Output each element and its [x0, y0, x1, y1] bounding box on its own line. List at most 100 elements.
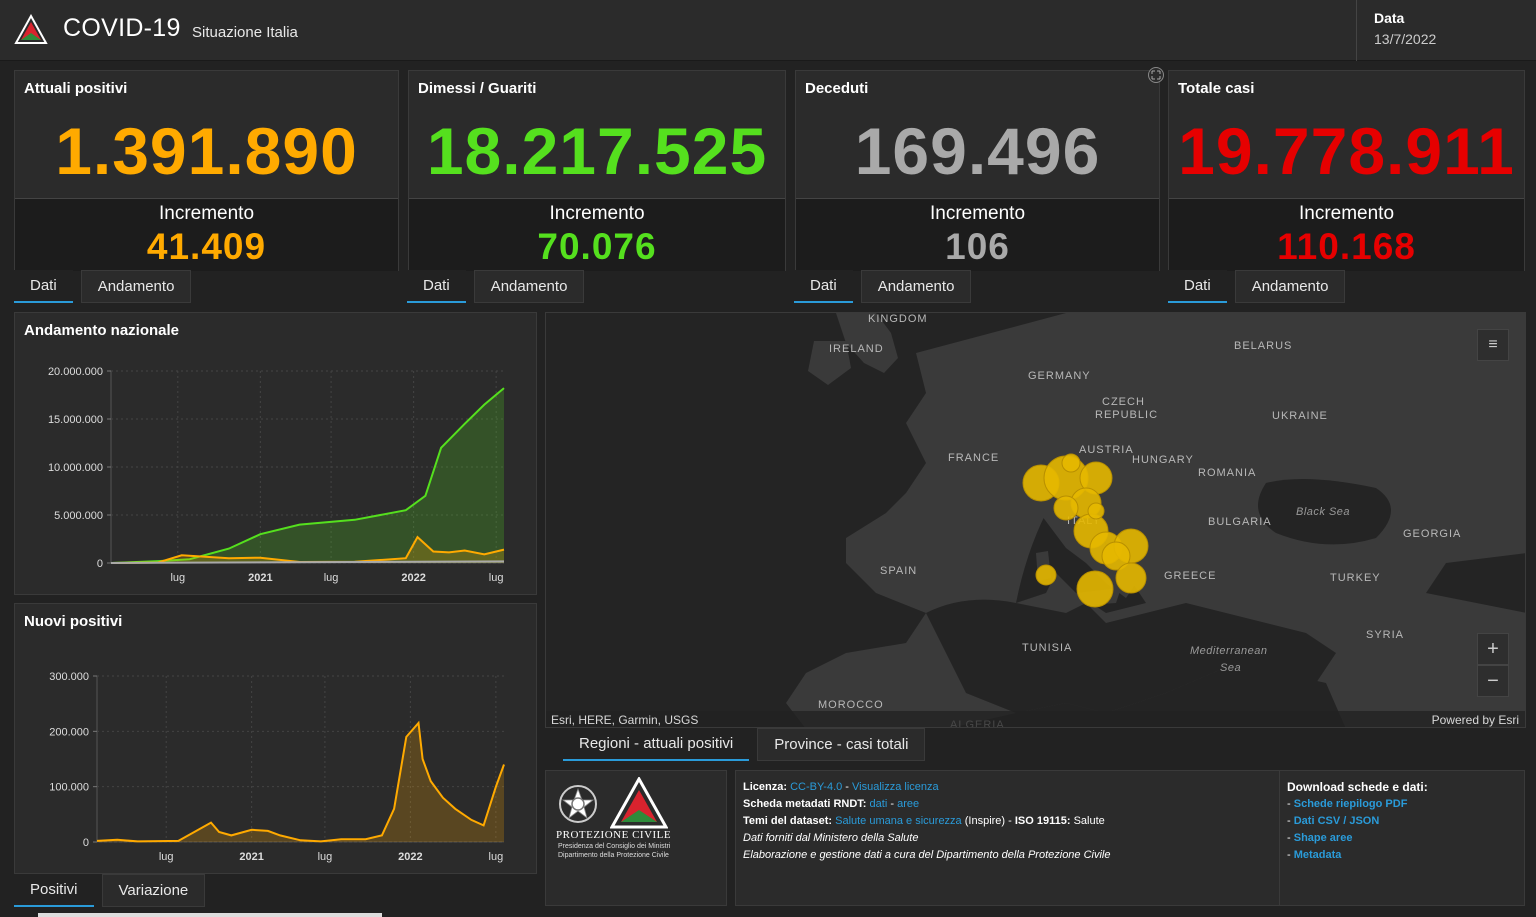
tab-regioni[interactable]: Regioni - attuali positivi — [563, 728, 750, 761]
tab-andamento[interactable]: Andamento — [80, 270, 192, 303]
tab-andamento[interactable]: Andamento — [860, 270, 972, 303]
zoom-in-button[interactable]: + — [1477, 633, 1509, 665]
y-tick-label: 10.000.000 — [48, 462, 103, 474]
increment-value: 110.168 — [1277, 226, 1416, 267]
map-view[interactable]: KINGDOM IRELAND GERMANY CZECH REPUBLIC BELARU… — [545, 312, 1526, 728]
tab-andamento[interactable]: Andamento — [473, 270, 585, 303]
download-csv-link[interactable]: Dati CSV / JSON — [1293, 815, 1380, 827]
horizontal-scrollbar[interactable] — [38, 913, 382, 917]
nuovi-positivi-chart[interactable]: 0 100.000 200.000 300.000 lug 2021 lug 2022 lug — [15, 604, 538, 875]
bubble-calabria[interactable] — [1115, 562, 1147, 594]
date-label: Data — [1374, 10, 1405, 26]
map-label-ukraine: UKRAINE — [1272, 410, 1328, 422]
tab-dati[interactable]: Dati — [14, 270, 73, 303]
license-line: Licenza: CC-BY-4.0 - Visualizza licenza — [743, 779, 1279, 796]
date-box: Data 13/7/2022 — [1356, 0, 1536, 61]
bubble-sicilia[interactable] — [1076, 570, 1114, 608]
map-label-syria: SYRIA — [1366, 629, 1405, 641]
y-tick-label: 100.000 — [49, 782, 89, 794]
download-item: - Dati CSV / JSON — [1287, 815, 1380, 827]
license-link[interactable]: CC-BY-4.0 — [790, 781, 843, 793]
x-tick-label: lug — [489, 572, 504, 584]
map-label-tunisia: TUNISIA — [1022, 642, 1073, 654]
tab-province[interactable]: Province - casi totali — [757, 728, 926, 761]
nuovi-positivi-panel: Nuovi positivi 0 100.000 200.000 300.000 lug… — [14, 603, 537, 874]
legend-list-icon[interactable]: ≡ — [1477, 329, 1509, 361]
card-deceduti: Deceduti 169.496 Incremento 106 — [795, 67, 1164, 271]
attribution-right[interactable]: Powered by Esri — [1431, 713, 1519, 727]
map-bubbles[interactable] — [546, 313, 1526, 728]
x-tick-label: lug — [324, 572, 339, 584]
bubble-marche[interactable] — [1087, 502, 1105, 520]
tab-variazione[interactable]: Variazione — [101, 874, 206, 907]
zoom-out-button[interactable]: − — [1477, 665, 1509, 697]
map-label-france: FRANCE — [948, 452, 1000, 464]
y-tick-label: 15.000.000 — [48, 414, 103, 426]
download-shape-link[interactable]: Shape aree — [1293, 832, 1353, 844]
map-label-turkey: TURKEY — [1330, 572, 1381, 584]
protezione-civile-emblem-icon — [610, 777, 668, 829]
series-area-0 — [111, 388, 504, 563]
series-line-2 — [110, 560, 505, 564]
card-tabs-1: Dati Andamento — [14, 270, 199, 303]
ireland-shape — [808, 341, 851, 385]
themes-label: Temi del dataset: — [743, 815, 833, 827]
tab-dati[interactable]: Dati — [407, 270, 466, 303]
card-title: Totale casi — [1178, 80, 1255, 97]
map-sea-label: Mediterranean — [1190, 645, 1268, 657]
y-tick-label: 0 — [83, 837, 89, 849]
increment-box: Incremento 110.168 — [1169, 198, 1524, 271]
mediterranean-sea-shape — [926, 599, 1336, 713]
increment-box: Incremento 106 — [796, 198, 1159, 271]
download-item: - Metadata — [1287, 849, 1342, 861]
card-totale-casi: Totale casi 19.778.911 Incremento 110.16… — [1168, 70, 1525, 271]
expand-icon[interactable] — [1147, 66, 1165, 84]
bubble-campania[interactable] — [1101, 541, 1131, 571]
map-label-greece: GREECE — [1164, 570, 1217, 582]
bubble-liguria[interactable] — [1053, 495, 1079, 521]
chart-title: Andamento nazionale — [24, 322, 180, 339]
map-label-republic: REPUBLIC — [1095, 409, 1159, 421]
map-basemap — [786, 313, 1525, 727]
protezione-civile-logo-icon — [14, 14, 48, 44]
tab-dati[interactable]: Dati — [1168, 270, 1227, 303]
increment-label: Incremento — [929, 203, 1026, 224]
tab-dati[interactable]: Dati — [794, 270, 853, 303]
chart-tabs: Positivi Variazione — [14, 874, 213, 907]
series-line-1 — [110, 535, 505, 564]
y-tick-label: 20.000.000 — [48, 366, 103, 378]
y-tick-label: 300.000 — [49, 671, 89, 683]
license-panel: Licenza: CC-BY-4.0 - Visualizza licenza … — [735, 770, 1280, 906]
download-pdf-link[interactable]: Schede riepilogo PDF — [1293, 798, 1408, 810]
bubble-trentino[interactable] — [1061, 453, 1081, 473]
download-metadata-link[interactable]: Metadata — [1293, 849, 1342, 861]
map-sea-label: Sea — [1220, 662, 1242, 674]
x-tick-label: 2021 — [248, 572, 272, 584]
metadata-dati-link[interactable]: dati — [869, 798, 888, 810]
card-value: 169.496 — [854, 114, 1101, 188]
app-title: COVID-19 — [63, 14, 181, 42]
card-value: 1.391.890 — [55, 114, 358, 188]
increment-box: Incremento 41.409 — [15, 198, 398, 271]
tab-andamento[interactable]: Andamento — [1234, 270, 1346, 303]
card-attuali-positivi: Attuali positivi 1.391.890 Incremento 41… — [14, 70, 399, 271]
metadata-aree-link[interactable]: aree — [897, 798, 920, 810]
increment-value: 70.076 — [537, 226, 657, 267]
tab-positivi[interactable]: Positivi — [14, 874, 94, 907]
download-item: - Shape aree — [1287, 832, 1353, 844]
y-tick-label: 0 — [97, 558, 103, 570]
andamento-nazionale-chart[interactable]: 0 5.000.000 10.000.000 15.000.000 20.000.000… — [15, 313, 538, 596]
map-label-belarus: BELARUS — [1234, 340, 1293, 352]
map-label-austria: AUSTRIA — [1079, 444, 1134, 456]
map-label-spain: SPAIN — [880, 565, 918, 577]
themes-link[interactable]: Salute umana e sicurezza — [835, 815, 962, 827]
view-license-link[interactable]: Visualizza licenza — [852, 781, 939, 793]
bubble-sardegna[interactable] — [1035, 564, 1057, 586]
logo-line1: Presidenza del Consiglio dei Ministri — [558, 843, 671, 850]
map-label-georgia: GEORGIA — [1403, 528, 1462, 540]
card-value: 19.778.911 — [1178, 114, 1515, 188]
x-tick-label: lug — [159, 851, 174, 863]
iso-value: Salute — [1070, 815, 1105, 827]
x-tick-label: lug — [489, 851, 504, 863]
increment-label: Incremento — [1298, 203, 1395, 224]
